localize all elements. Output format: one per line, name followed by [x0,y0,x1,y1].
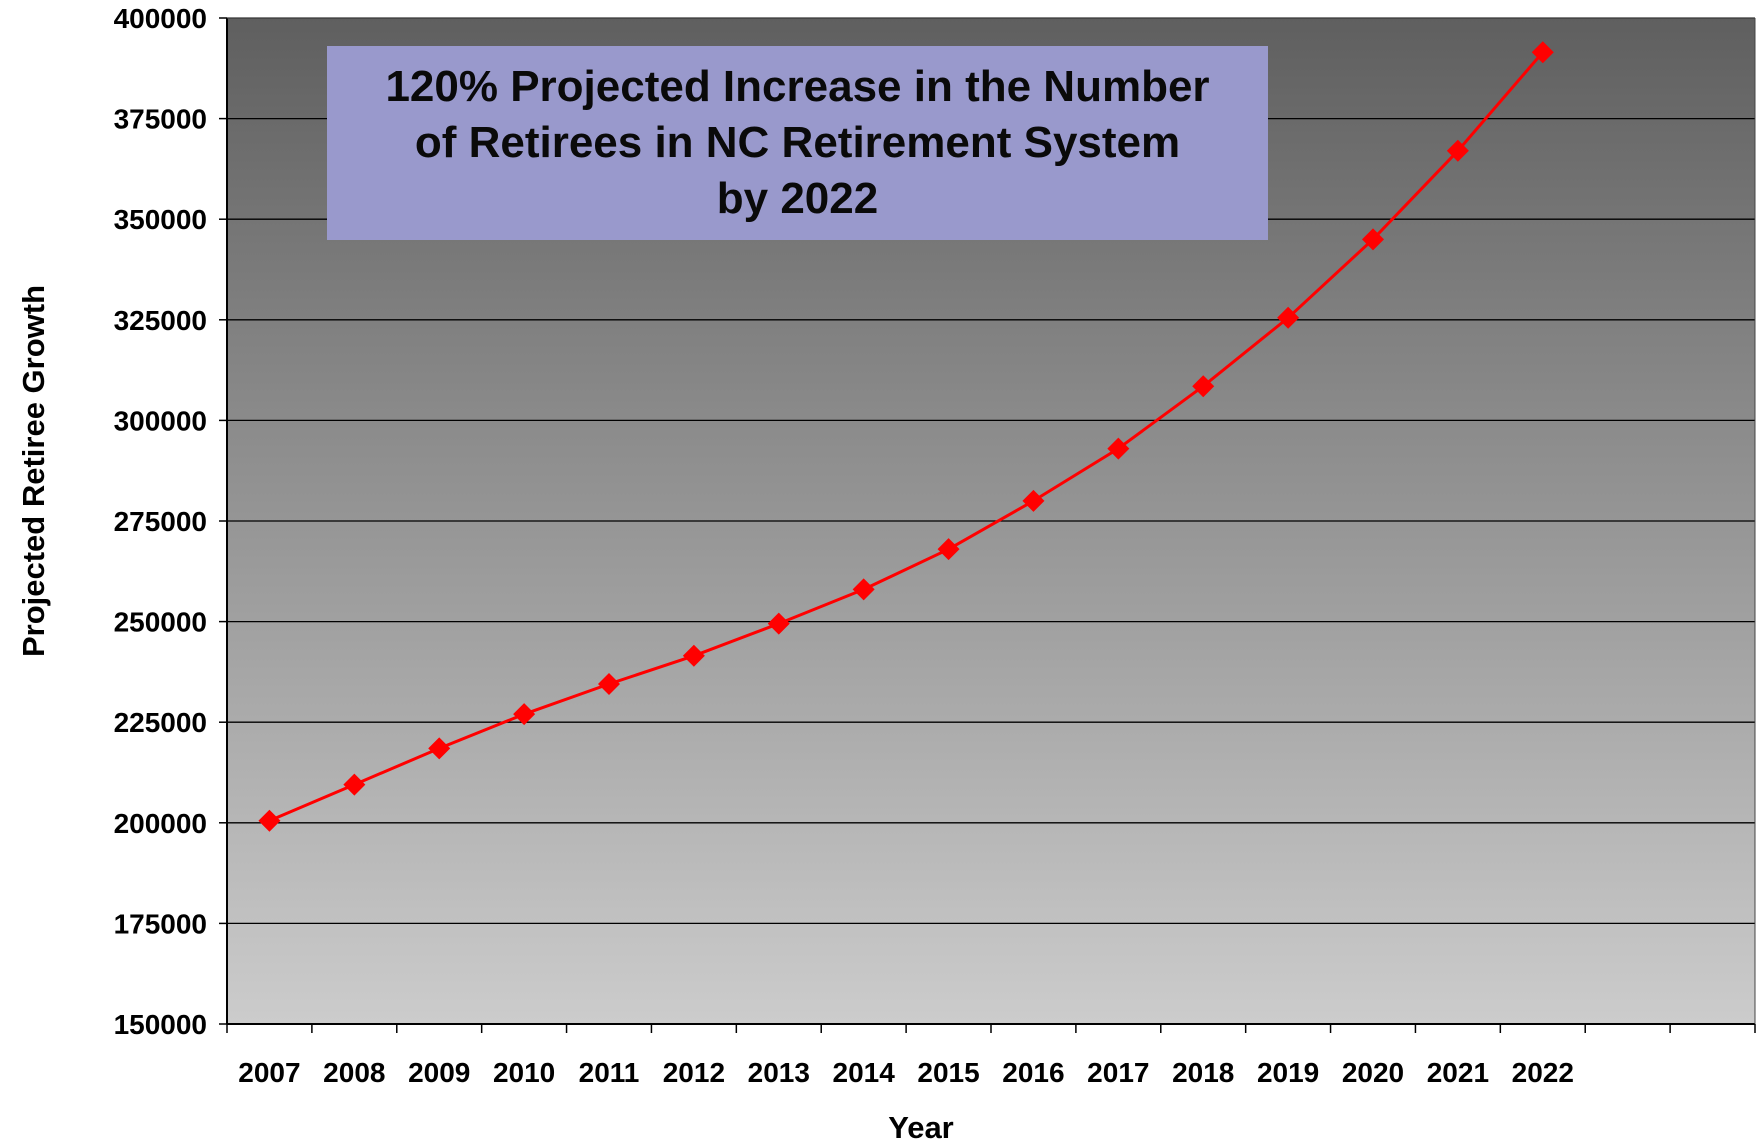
x-tick-label: 2013 [748,1057,810,1088]
y-tick-label: 350000 [114,204,207,235]
data-point-marker [258,809,281,832]
data-point-marker [513,703,536,726]
data-point-marker [1362,228,1384,251]
x-axis-title: Year [888,1110,954,1145]
x-tick-label: 2008 [323,1057,385,1088]
x-tick-label: 2019 [1257,1057,1319,1088]
data-point-marker [852,578,875,601]
data-point-marker [937,538,960,561]
data-point-marker [598,672,620,695]
x-tick-label: 2021 [1427,1057,1489,1088]
y-tick-label: 300000 [114,405,207,436]
x-tick-label: 2007 [238,1057,300,1088]
y-tick-label: 400000 [114,3,207,34]
data-point-marker [682,644,705,667]
x-tick-label: 2018 [1172,1057,1234,1088]
tick-labels: 150000 175000 200000 225000 250000 275000 3000… [114,3,1574,1088]
series-line [268,51,1544,823]
y-axis-title: Projected Retiree Growth [16,285,51,657]
data-point-marker [1022,489,1045,512]
x-tick-label: 2014 [833,1057,896,1088]
x-tick-label: 2017 [1087,1057,1149,1088]
y-tick-label: 225000 [114,707,207,738]
x-tick-label: 2016 [1002,1057,1064,1088]
x-tick-label: 2009 [408,1057,470,1088]
data-point-marker [767,612,790,635]
y-tick-label: 250000 [114,607,207,638]
axes [219,17,1756,1033]
data-point-marker [1446,139,1469,162]
data-markers [258,41,1554,832]
y-tick-label: 150000 [114,1009,207,1040]
x-tick-label: 2022 [1512,1057,1574,1088]
chart-title: 120% Projected Increase in the Number of… [327,46,1268,240]
series-line-path [268,51,1544,823]
data-point-marker [1277,306,1300,329]
y-tick-label: 175000 [114,908,207,939]
data-point-marker [1192,375,1215,398]
data-point-marker [1107,437,1130,460]
x-tick-label: 2012 [663,1057,725,1088]
x-tick-label: 2015 [917,1057,979,1088]
y-tick-label: 275000 [114,506,207,537]
x-tick-label: 2020 [1342,1057,1404,1088]
y-tick-label: 375000 [114,104,207,135]
y-tick-label: 325000 [114,305,207,336]
data-point-marker [428,737,451,760]
x-tick-label: 2011 [579,1057,640,1088]
data-point-marker [343,773,366,796]
x-tick-label: 2010 [493,1057,555,1088]
y-tick-label: 200000 [114,808,207,839]
data-point-marker [1531,41,1554,64]
